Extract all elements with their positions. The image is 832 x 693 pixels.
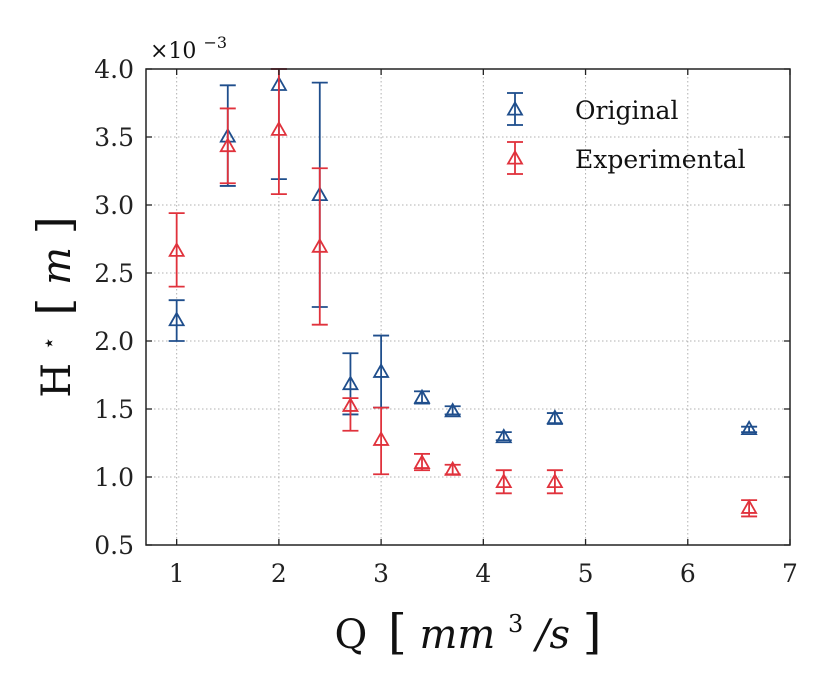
data-point-marker bbox=[546, 473, 564, 488]
data-point-marker bbox=[495, 473, 513, 488]
y-scale-factor: ×10 −3 bbox=[150, 33, 227, 64]
y-axis-title: H ⋆ [ m ] bbox=[20, 216, 81, 397]
x-tick-label: 1 bbox=[169, 559, 185, 588]
legend-label-experimental: Experimental bbox=[575, 145, 746, 174]
legend-triangle-marker bbox=[506, 100, 524, 116]
x-tick-label: 6 bbox=[680, 559, 696, 588]
data-point-marker bbox=[444, 402, 462, 418]
axis-ticks: 1 2 3 4 5 6 7 0.5 1.0 1.5 2.0 2.5 3.0 3.5 4.0 bbox=[94, 55, 798, 588]
xlabel-bracket-open: [ bbox=[388, 604, 407, 660]
ylabel-bracket-close: ] bbox=[27, 216, 81, 234]
y-tick-label: 2.5 bbox=[94, 259, 134, 288]
data-point-marker bbox=[168, 241, 186, 257]
series-layer bbox=[168, 68, 758, 518]
data-point-marker bbox=[413, 453, 431, 469]
data-point-marker bbox=[311, 237, 329, 253]
data-point-marker bbox=[372, 362, 390, 378]
y-tick-label: 3.5 bbox=[94, 123, 134, 152]
y-tick-label: 4.0 bbox=[94, 55, 134, 84]
data-point-marker bbox=[495, 428, 513, 444]
data-point-marker bbox=[219, 137, 237, 153]
data-point-marker bbox=[444, 460, 462, 476]
data-point-marker bbox=[372, 430, 390, 446]
y-tick-label: 0.5 bbox=[94, 531, 134, 560]
xlabel-bracket-close: ] bbox=[583, 604, 602, 660]
scale-base: ×10 bbox=[150, 39, 196, 64]
ylabel-mark: ⋆ bbox=[37, 336, 62, 350]
y-tick-label: 3.0 bbox=[94, 191, 134, 220]
legend-marker-experimental bbox=[506, 141, 524, 175]
plot-frame bbox=[145, 68, 791, 546]
legend-label-original: Original bbox=[575, 96, 678, 125]
legend: Original Experimental bbox=[506, 92, 746, 175]
ylabel-base: H bbox=[34, 363, 80, 398]
y-tick-label: 1.5 bbox=[94, 395, 134, 424]
data-point-marker bbox=[341, 375, 359, 391]
data-point-marker bbox=[270, 120, 288, 136]
y-tick-label: 1.0 bbox=[94, 463, 134, 492]
xlabel-base: Q bbox=[334, 612, 367, 658]
x-tick-label: 2 bbox=[271, 559, 287, 588]
data-point-marker bbox=[740, 419, 758, 435]
data-point-marker bbox=[740, 498, 758, 514]
x-tick-label: 3 bbox=[373, 559, 389, 588]
x-axis-title: Q [ mm 3 /s ] bbox=[334, 596, 601, 660]
legend-marker-original bbox=[506, 92, 524, 126]
ylabel-unit: m bbox=[34, 247, 80, 285]
svg-text:H ⋆ [ m: H ⋆ [ m ] bbox=[20, 216, 81, 397]
xlabel-unit-exp: 3 bbox=[508, 610, 523, 638]
data-point-marker bbox=[168, 311, 186, 327]
series-experimental bbox=[168, 68, 758, 518]
ylabel-bracket-open: [ bbox=[27, 298, 81, 316]
xlabel-unit-tail: /s bbox=[532, 612, 570, 658]
x-tick-label: 4 bbox=[475, 559, 491, 588]
scale-exponent: −3 bbox=[203, 33, 227, 52]
legend-triangle-marker bbox=[506, 149, 524, 165]
grid bbox=[146, 69, 790, 545]
x-tick-label: 5 bbox=[578, 559, 594, 588]
data-point-marker bbox=[341, 396, 359, 412]
data-point-marker bbox=[413, 388, 431, 404]
y-tick-label: 2.0 bbox=[94, 327, 134, 356]
xlabel-unit-main: mm bbox=[419, 612, 495, 658]
x-tick-label: 7 bbox=[782, 559, 798, 588]
data-point-marker bbox=[546, 409, 564, 425]
